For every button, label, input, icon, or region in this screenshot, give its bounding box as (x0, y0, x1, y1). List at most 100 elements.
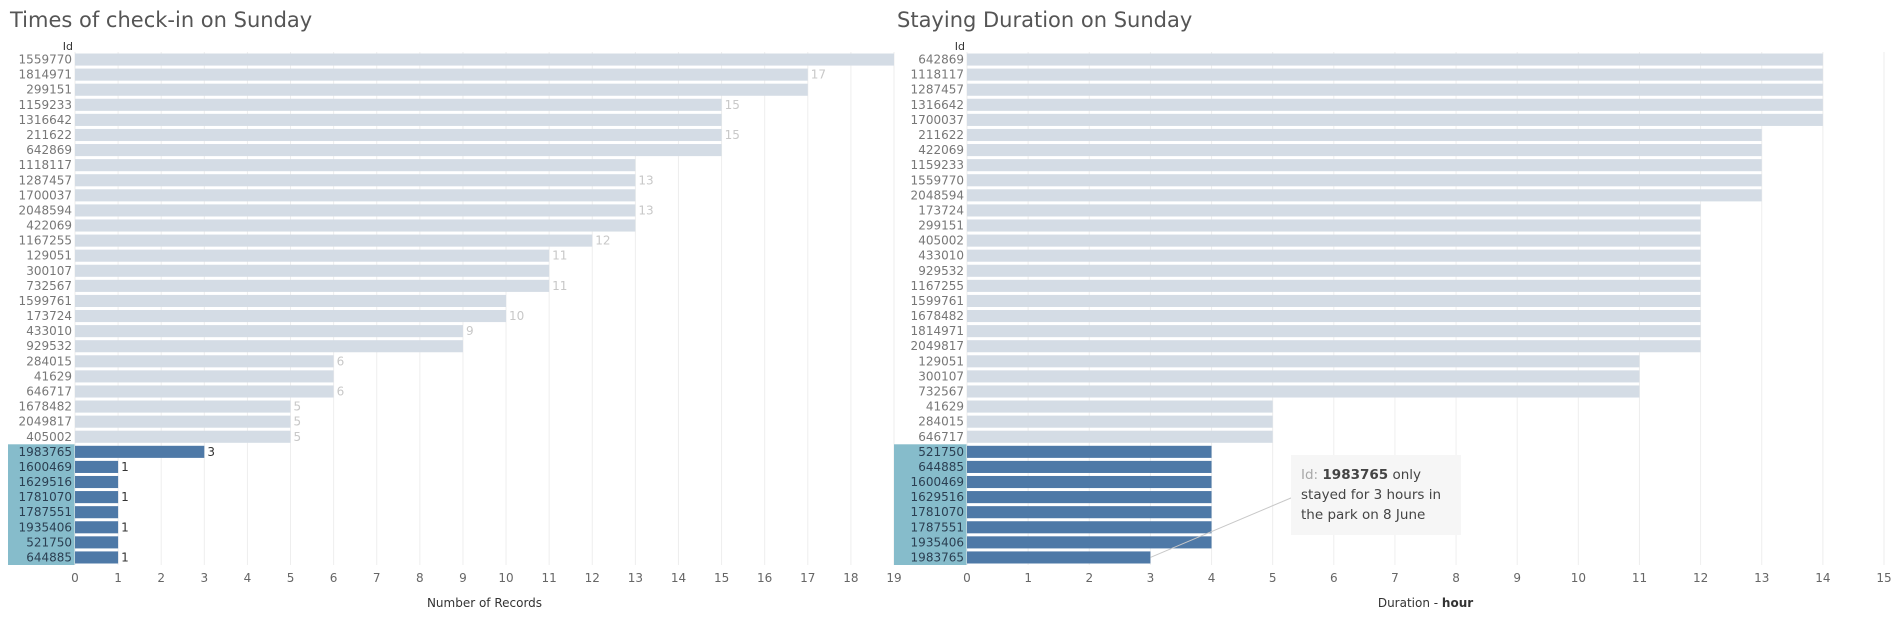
checkin-x-tick-label: 17 (800, 571, 815, 585)
checkin-bar (75, 159, 636, 172)
checkin-category-label: 1118117 (19, 158, 72, 172)
checkin-bar (75, 491, 119, 504)
duration-category-label: 1599761 (911, 294, 964, 308)
duration-bar (967, 310, 1701, 323)
checkin-x-tick-label: 15 (714, 571, 729, 585)
checkin-x-tick-label: 1 (114, 571, 122, 585)
checkin-x-tick-label: 9 (459, 571, 467, 585)
checkin-bar (75, 506, 119, 519)
checkin-category-label: 211622 (26, 128, 72, 142)
checkin-category-label: 129051 (26, 249, 72, 263)
duration-x-axis-title-sep: - (1430, 596, 1442, 610)
checkin-x-tick-label: 14 (671, 571, 686, 585)
checkin-data-label: 10 (509, 309, 524, 323)
duration-category-label: 646717 (918, 430, 964, 444)
annotation-line1: only (1392, 467, 1422, 483)
checkin-bar (75, 430, 291, 443)
checkin-data-label: 5 (294, 430, 302, 444)
duration-category-label: 644885 (918, 460, 964, 474)
checkin-category-label: 41629 (34, 369, 72, 383)
duration-bar (967, 325, 1701, 338)
duration-category-label: 1700037 (911, 113, 964, 127)
checkin-data-label: 1 (121, 550, 129, 564)
duration-category-label: 1167255 (911, 279, 964, 293)
checkin-category-label: 2048594 (19, 203, 72, 217)
checkin-data-label: 12 (595, 234, 610, 248)
duration-x-tick-label: 4 (1208, 571, 1216, 585)
checkin-bar (75, 264, 550, 277)
annotation-id-value: 1983765 (1322, 467, 1389, 483)
duration-bar (967, 264, 1701, 277)
checkin-data-label: 1 (121, 520, 129, 534)
duration-category-label: 1629516 (911, 490, 964, 504)
checkin-bar (75, 68, 808, 81)
duration-bar (967, 551, 1151, 564)
checkin-x-tick-label: 13 (628, 571, 643, 585)
duration-bar (967, 144, 1762, 157)
duration-highlight-band (894, 444, 967, 565)
checkin-bar (75, 475, 119, 489)
duration-bar (967, 400, 1273, 413)
checkin-x-tick-label: 4 (244, 571, 252, 585)
checkin-x-tick-label: 3 (200, 571, 208, 585)
duration-category-label: 211622 (918, 128, 964, 142)
checkin-category-label: 732567 (26, 279, 72, 293)
checkin-bar (75, 189, 636, 202)
duration-x-axis-title: Duration - hour (1378, 596, 1473, 610)
checkin-highlight-band (8, 444, 75, 565)
duration-bar (967, 219, 1701, 232)
duration-category-label: 41629 (926, 400, 964, 414)
checkin-x-tick-label: 6 (330, 571, 338, 585)
duration-category-label: 1316642 (911, 98, 964, 112)
duration-x-tick-label: 15 (1876, 571, 1891, 585)
checkin-bar (75, 219, 636, 232)
checkin-category-label: 1159233 (19, 98, 72, 112)
checkin-x-tick-label: 10 (498, 571, 513, 585)
checkin-data-label: 5 (294, 400, 302, 414)
duration-category-label: 732567 (918, 384, 964, 398)
checkin-category-label: 644885 (26, 550, 72, 564)
duration-bar (967, 189, 1762, 202)
checkin-category-label: 1167255 (19, 234, 72, 248)
checkin-category-label: 1287457 (19, 173, 72, 187)
duration-bar (967, 370, 1640, 383)
duration-category-label: 1159233 (911, 158, 964, 172)
checkin-category-label: 1600469 (19, 460, 72, 474)
checkin-x-tick-label: 8 (416, 571, 424, 585)
checkin-data-label: 11 (552, 279, 567, 293)
duration-x-tick-label: 11 (1632, 571, 1647, 585)
duration-category-label: 1678482 (911, 309, 964, 323)
checkin-category-label: 642869 (26, 143, 72, 157)
checkin-bar (75, 279, 550, 292)
checkin-category-label: 2049817 (19, 415, 72, 429)
checkin-bar (75, 536, 119, 549)
checkin-data-label: 13 (638, 203, 653, 217)
checkin-data-label: 1 (121, 490, 129, 504)
checkin-category-label: 1599761 (19, 294, 72, 308)
checkin-category-label: 1700037 (19, 188, 72, 202)
duration-bar (967, 430, 1273, 443)
duration-bar (967, 294, 1701, 307)
duration-bar (967, 128, 1762, 142)
duration-category-label: 521750 (918, 445, 964, 459)
checkin-x-tick-label: 19 (886, 571, 901, 585)
checkin-bar (75, 53, 894, 66)
checkin-x-axis-title: Number of Records (427, 596, 542, 610)
checkin-data-label: 15 (725, 128, 740, 142)
duration-category-label: 284015 (918, 415, 964, 429)
checkin-x-tick-label: 11 (542, 571, 557, 585)
checkin-category-label: 1781070 (19, 490, 72, 504)
checkin-x-tick-label: 5 (287, 571, 295, 585)
checkin-bar (75, 355, 334, 368)
duration-bar (967, 53, 1823, 66)
annotation-line3: the park on 8 June (1301, 507, 1426, 523)
duration-bar (967, 385, 1640, 398)
duration-category-label: 405002 (918, 234, 964, 248)
checkin-y-axis-title: Id (63, 40, 73, 53)
checkin-data-label: 11 (552, 249, 567, 263)
checkin-data-label: 13 (638, 173, 653, 187)
checkin-category-label: 1316642 (19, 113, 72, 127)
duration-bar (967, 249, 1701, 262)
checkin-category-label: 1629516 (19, 475, 72, 489)
